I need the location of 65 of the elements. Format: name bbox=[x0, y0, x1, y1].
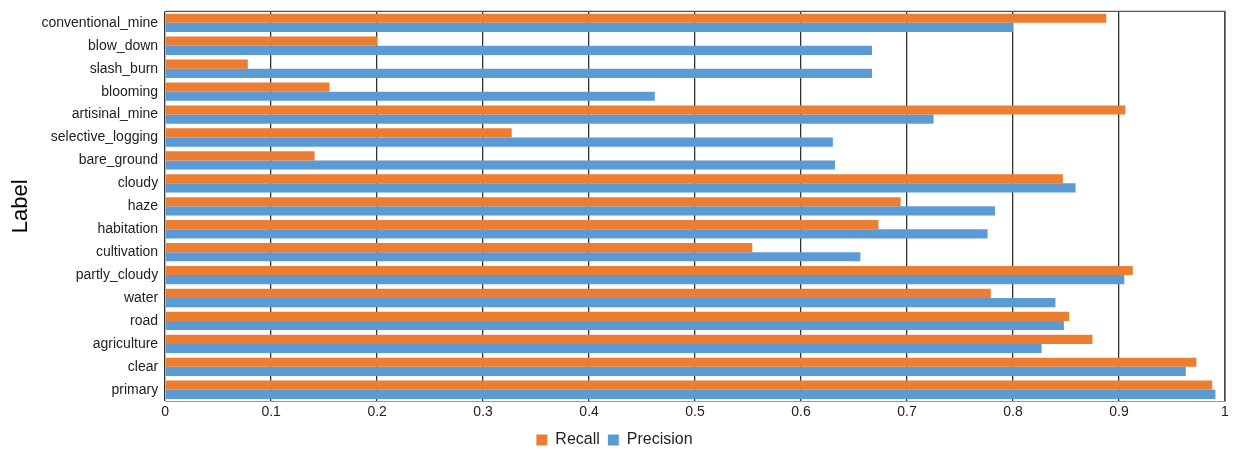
bar bbox=[165, 68, 873, 78]
y-tick-label: artisinal_mine bbox=[71, 105, 159, 122]
bar bbox=[165, 343, 1042, 354]
bar bbox=[165, 128, 512, 138]
y-tick-label: bare_ground bbox=[78, 151, 159, 168]
legend-label: Recall bbox=[555, 430, 600, 448]
y-tick-label: blooming bbox=[101, 82, 159, 99]
y-tick-label: road bbox=[130, 311, 159, 328]
bar bbox=[165, 252, 861, 262]
y-tick-label: habitation bbox=[97, 220, 159, 237]
y-tick-label: blow_down bbox=[88, 36, 159, 53]
y-tick-label: conventional_mine bbox=[41, 13, 159, 30]
y-tick-label: cloudy bbox=[117, 174, 159, 191]
y-tick-label: selective_logging bbox=[50, 128, 159, 145]
y-tick-label: agriculture bbox=[92, 334, 159, 351]
y-tick-label: slash_burn bbox=[89, 59, 159, 76]
y-tick-label: water bbox=[122, 288, 159, 305]
bar bbox=[165, 357, 1197, 367]
bar bbox=[165, 174, 1063, 184]
bar bbox=[165, 220, 879, 230]
y-tick-label: clear bbox=[127, 357, 159, 374]
bar bbox=[165, 59, 248, 69]
y-tick-label: primary bbox=[111, 380, 159, 397]
bar bbox=[165, 288, 991, 299]
x-tick-label: 0.6 bbox=[791, 403, 811, 420]
x-tick-label: 0.2 bbox=[367, 403, 388, 420]
x-tick-label: 0 bbox=[161, 403, 170, 420]
x-tick-label: 0.7 bbox=[897, 403, 917, 420]
bar bbox=[165, 45, 873, 55]
bar bbox=[165, 229, 988, 239]
bar bbox=[165, 311, 1070, 321]
bar bbox=[165, 334, 1093, 344]
bar bbox=[165, 36, 378, 46]
bar bbox=[165, 160, 835, 170]
bar bbox=[165, 151, 315, 161]
bar bbox=[165, 82, 330, 92]
y-tick-label: partly_cloudy bbox=[75, 265, 159, 282]
x-tick-label: 0.4 bbox=[579, 403, 600, 420]
y-tick-label: haze bbox=[127, 197, 159, 214]
bar bbox=[165, 137, 833, 147]
x-tick-label: 1 bbox=[1221, 403, 1230, 420]
bar bbox=[165, 13, 1107, 23]
bar bbox=[165, 265, 1133, 276]
bar bbox=[165, 22, 1014, 33]
bar bbox=[165, 183, 1076, 193]
x-tick-label: 0.8 bbox=[1003, 403, 1023, 420]
bar bbox=[165, 298, 1056, 308]
y-axis-title: Label bbox=[7, 179, 33, 234]
bar bbox=[165, 320, 1064, 331]
y-tick-label: cultivation bbox=[95, 243, 159, 260]
bar bbox=[165, 91, 655, 101]
bar bbox=[165, 105, 1126, 115]
x-tick-label: 0.9 bbox=[1109, 403, 1129, 420]
bar bbox=[165, 197, 901, 207]
bar bbox=[165, 275, 1125, 285]
legend-label: Precision bbox=[626, 430, 693, 448]
bar bbox=[165, 242, 753, 253]
x-tick-label: 0.5 bbox=[685, 403, 706, 420]
bar bbox=[165, 389, 1216, 399]
bar bbox=[165, 206, 996, 216]
x-tick-label: 0.3 bbox=[473, 403, 494, 420]
bar bbox=[165, 366, 1186, 376]
bar bbox=[165, 114, 934, 124]
x-tick-label: 0.1 bbox=[261, 403, 282, 420]
bar bbox=[165, 380, 1213, 390]
